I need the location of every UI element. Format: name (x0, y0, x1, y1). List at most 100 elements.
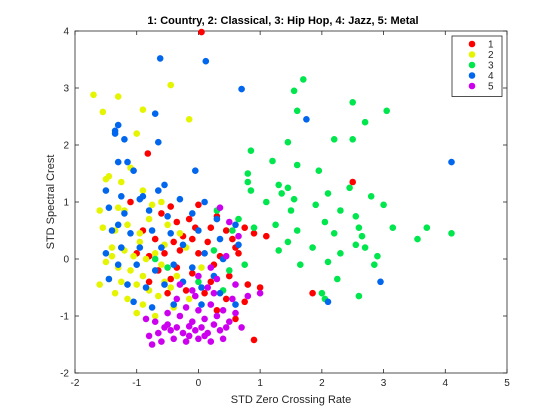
data-point-series-3 (334, 275, 341, 283)
data-point-series-2 (185, 295, 193, 303)
data-point-series-5 (161, 324, 168, 331)
data-point-series-3 (300, 76, 307, 83)
data-point-series-3 (361, 118, 369, 126)
data-point-series-5 (142, 315, 150, 323)
data-point-series-5 (219, 307, 227, 314)
data-point-series-3 (247, 147, 255, 154)
data-point-series-4 (201, 198, 208, 206)
data-point-series-1 (309, 289, 316, 297)
data-point-series-3 (226, 267, 233, 274)
data-point-series-5 (155, 329, 162, 337)
data-point-series-5 (207, 301, 215, 308)
data-point-series-2 (167, 284, 174, 291)
data-point-series-2 (108, 252, 116, 260)
x-tick-label: 4 (443, 378, 449, 389)
data-point-series-2 (102, 258, 110, 266)
data-point-series-2 (114, 93, 122, 100)
legend-label-5: 5 (488, 82, 494, 93)
y-tick-label: -1 (60, 312, 69, 323)
data-point-series-4 (324, 298, 332, 306)
data-point-series-5 (164, 309, 171, 317)
data-point-series-5 (238, 324, 245, 331)
series-3 (151, 76, 455, 303)
data-point-series-2 (139, 106, 147, 113)
data-point-series-2 (158, 261, 165, 269)
data-point-series-5 (179, 329, 187, 337)
data-point-series-4 (164, 213, 171, 220)
data-point-series-2 (105, 173, 113, 180)
data-point-series-3 (284, 238, 292, 246)
data-point-series-3 (195, 278, 202, 286)
data-point-series-5 (216, 204, 224, 211)
data-point-series-3 (352, 241, 360, 249)
data-point-series-4 (108, 227, 116, 234)
data-point-series-2 (111, 289, 119, 297)
data-point-series-5 (145, 332, 153, 340)
data-point-series-1 (244, 281, 252, 288)
data-point-series-5 (176, 312, 184, 320)
data-point-series-1 (226, 272, 233, 280)
data-point-series-1 (204, 238, 211, 246)
data-point-series-5 (148, 341, 156, 348)
data-point-series-5 (195, 307, 202, 314)
data-point-series-4 (176, 195, 184, 203)
data-point-series-3 (269, 157, 276, 165)
data-point-series-3 (383, 107, 391, 115)
data-point-series-1 (127, 198, 134, 206)
data-point-series-2 (124, 221, 131, 229)
data-point-series-4 (202, 57, 210, 65)
data-point-series-3 (337, 207, 344, 214)
data-point-series-3 (309, 244, 316, 251)
data-point-series-1 (189, 270, 196, 277)
data-point-series-4 (114, 261, 122, 269)
data-point-series-4 (195, 227, 202, 234)
data-point-series-5 (173, 295, 181, 303)
data-point-series-4 (216, 235, 224, 243)
data-point-series-4 (235, 241, 242, 249)
data-point-series-3 (312, 201, 320, 209)
data-point-series-5 (207, 264, 215, 271)
data-point-series-5 (198, 324, 205, 331)
data-point-series-1 (250, 336, 258, 344)
data-point-series-1 (158, 210, 165, 217)
data-point-series-3 (287, 207, 295, 214)
data-point-series-3 (293, 161, 301, 169)
data-point-series-5 (185, 323, 193, 330)
data-point-series-1 (213, 307, 221, 314)
data-point-series-4 (142, 284, 150, 291)
data-point-series-5 (192, 327, 199, 334)
data-point-series-2 (139, 272, 147, 280)
data-point-series-2 (133, 281, 140, 288)
data-point-series-4 (158, 244, 165, 251)
data-point-series-4 (139, 193, 147, 200)
data-point-series-4 (303, 116, 310, 123)
data-point-series-3 (324, 190, 332, 197)
data-point-series-2 (142, 255, 150, 263)
data-point-series-1 (207, 278, 215, 286)
data-point-series-3 (247, 187, 255, 194)
data-point-series-3 (321, 218, 329, 226)
data-point-series-2 (133, 309, 140, 317)
data-point-series-4 (124, 281, 131, 288)
data-point-series-4 (189, 210, 196, 217)
legend-label-3: 3 (488, 61, 494, 72)
data-point-series-5 (201, 332, 208, 340)
data-point-series-4 (124, 158, 131, 166)
data-point-series-1 (201, 289, 208, 297)
data-point-series-5 (244, 292, 252, 300)
data-point-series-5 (182, 338, 190, 345)
data-point-series-5 (189, 287, 196, 294)
data-point-series-2 (118, 278, 125, 286)
data-point-series-3 (164, 264, 171, 271)
data-point-series-1 (232, 315, 239, 323)
data-point-series-2 (127, 267, 134, 274)
data-point-series-4 (127, 230, 134, 237)
data-point-series-2 (151, 312, 159, 320)
x-tick-label: 1 (257, 378, 263, 389)
chart-title: 1: Country, 2: Classical, 3: Hip Hop, 4:… (147, 15, 418, 27)
data-point-series-4 (114, 121, 122, 129)
x-tick-label: -1 (132, 378, 141, 389)
data-point-series-2 (99, 108, 107, 116)
